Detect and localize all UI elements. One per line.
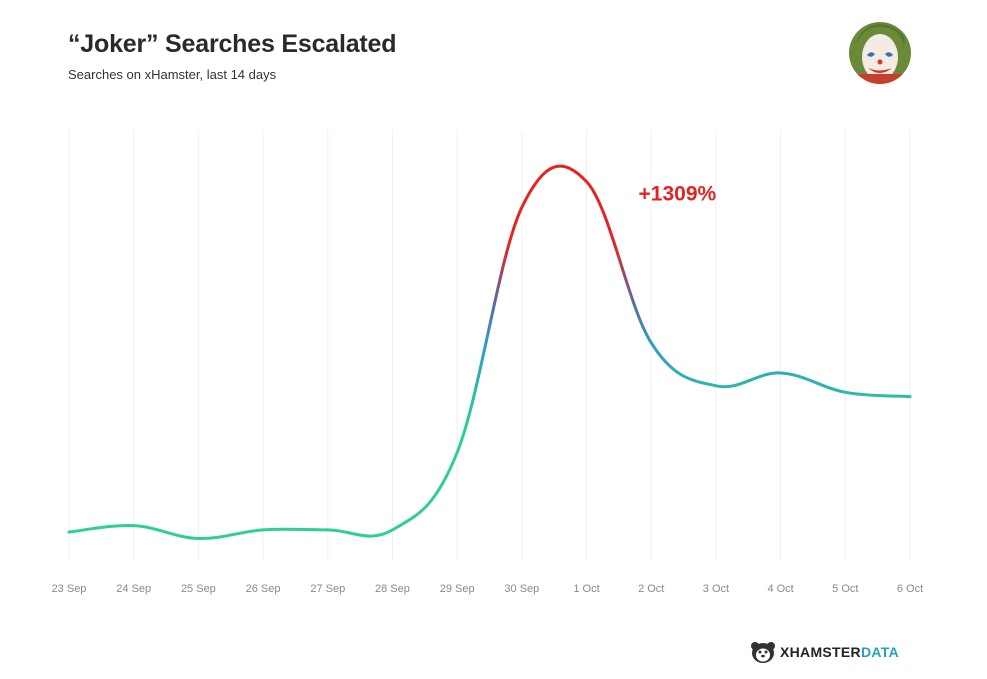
data-point-29-sep [455,451,459,455]
data-point-23-sep [67,530,71,534]
data-point-2-oct [649,341,653,345]
x-tick-label: 5 Oct [832,583,858,595]
series-line [67,164,912,541]
x-tick-label: 28 Sep [375,583,410,595]
x-tick-label: 25 Sep [181,583,216,595]
data-point-28-sep [390,528,394,532]
chart-title: “Joker” Searches Escalated [68,30,397,58]
x-tick-label: 24 Sep [116,583,151,595]
x-tick-label: 1 Oct [573,583,599,595]
data-point-27-sep [326,528,330,532]
x-tick-label: 26 Sep [246,583,281,595]
x-tick-label: 23 Sep [52,583,87,595]
data-point-4-oct [779,371,783,375]
peak-annotation: +1309% [639,183,717,206]
joker-face-icon [849,22,911,84]
data-point-5-oct [843,390,847,394]
brand-name: XHAMSTERDATA [780,644,899,660]
data-point-1-oct [585,180,589,184]
x-tick-label: 6 Oct [897,583,923,595]
x-tick-label: 3 Oct [703,583,729,595]
hamster-logo-icon [751,642,775,663]
data-point-26-sep [261,528,265,532]
data-point-25-sep [196,537,200,541]
data-point-30-sep [520,205,524,209]
data-point-3-oct [714,384,718,388]
x-tick-label: 2 Oct [638,583,664,595]
x-tick-label: 27 Sep [310,583,345,595]
data-point-24-sep [132,524,136,528]
brand-logo: XHAMSTERDATA [750,640,899,664]
x-tick-label: 29 Sep [440,583,475,595]
data-point-6-oct [908,395,912,399]
x-tick-label: 4 Oct [767,583,793,595]
x-tick-label: 30 Sep [504,583,539,595]
chart-subtitle: Searches on xHamster, last 14 days [68,67,277,82]
